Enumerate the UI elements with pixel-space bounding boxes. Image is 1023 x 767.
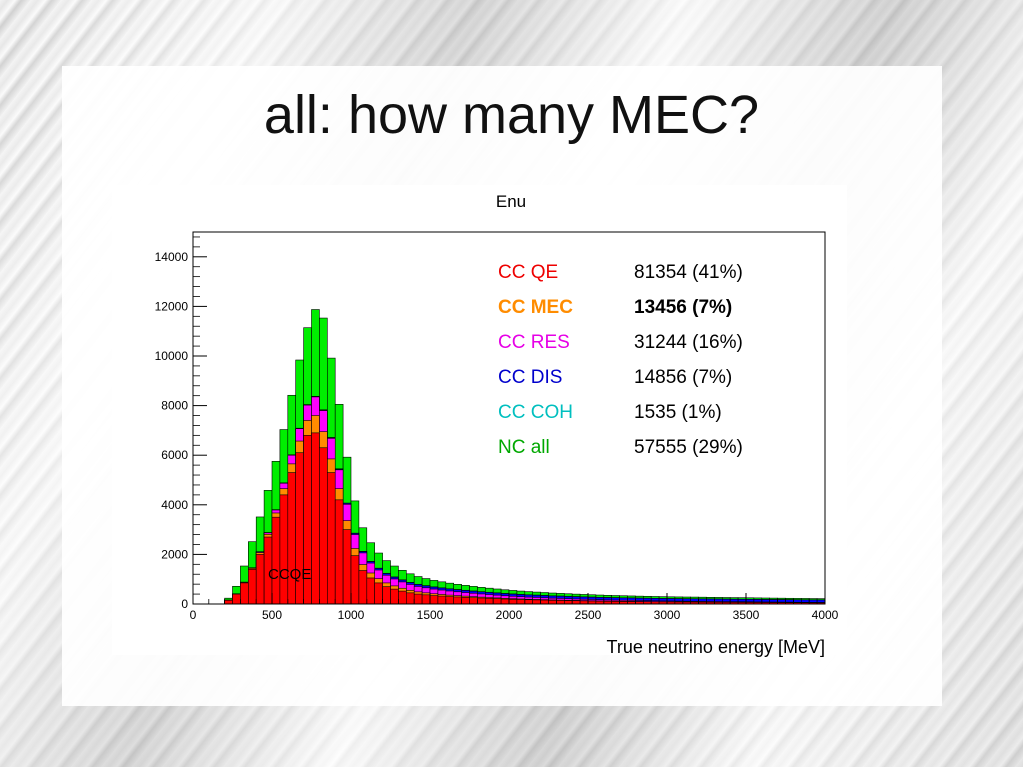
bar	[548, 599, 557, 605]
x-tick-label: 1500	[417, 608, 444, 622]
bar	[319, 447, 328, 605]
y-tick-label: 0	[181, 597, 188, 611]
bar	[477, 597, 486, 605]
x-tick-label: 2500	[575, 608, 602, 622]
y-tick-label: 4000	[161, 498, 188, 512]
bar	[366, 577, 375, 605]
legend-entry: CC DIS 14856 (7%)	[498, 367, 798, 402]
legend-label: NC all	[498, 437, 550, 458]
plot-panel	[112, 185, 847, 655]
legend-entry: CC RES 31244 (16%)	[498, 332, 798, 367]
legend-label: CC RES	[498, 332, 570, 353]
y-tick-label: 8000	[161, 399, 188, 413]
bar	[350, 555, 360, 605]
legend-entry: CC QE 81354 (41%)	[498, 262, 798, 297]
bar	[461, 597, 470, 605]
bar	[556, 600, 565, 605]
bar	[287, 472, 296, 605]
x-tick-label: 3000	[654, 608, 681, 622]
bar	[532, 599, 541, 605]
x-tick-label: 1000	[338, 608, 365, 622]
x-tick-label: 2000	[496, 608, 523, 622]
legend-value: 57555 (29%)	[634, 437, 743, 458]
legend-entry: CC MEC 13456 (7%)	[498, 297, 798, 332]
bar	[484, 598, 494, 605]
bar	[334, 499, 344, 605]
legend-value: 81354 (41%)	[634, 262, 743, 283]
legend-label: CC COH	[498, 402, 573, 423]
series-cc-qe	[224, 432, 826, 605]
bar	[500, 598, 510, 605]
legend-value: 1535 (1%)	[634, 402, 722, 423]
x-axis: 0 500 1000 1500 2000 2500 3000 3500 4000	[190, 593, 839, 622]
bar	[311, 432, 320, 605]
bar	[398, 590, 407, 605]
bar	[390, 588, 399, 605]
legend-entry: CC COH 1535 (1%)	[498, 402, 798, 437]
bar	[469, 597, 478, 605]
bar	[224, 599, 233, 605]
legend-label: CC QE	[498, 262, 559, 283]
bar	[279, 494, 289, 605]
legend-value: 31244 (16%)	[634, 332, 743, 353]
bar	[271, 516, 281, 605]
bar	[429, 595, 439, 605]
y-tick-label: 10000	[155, 349, 189, 363]
y-tick-label: 14000	[155, 250, 189, 264]
bar	[508, 598, 518, 605]
bar	[248, 568, 257, 605]
bar	[358, 570, 368, 605]
slide-title: all: how many MEC?	[263, 85, 760, 145]
bar	[326, 472, 336, 605]
chart-title: Enu	[496, 192, 526, 211]
bar	[413, 593, 423, 605]
x-tick-label: 3500	[733, 608, 760, 622]
bar	[374, 582, 383, 605]
x-tick-label: 4000	[812, 608, 839, 622]
bar	[492, 598, 502, 605]
bar	[437, 595, 447, 605]
x-axis-label: True neutrino energy [MeV]	[607, 637, 825, 657]
bar	[563, 600, 573, 605]
y-tick-label: 6000	[161, 448, 188, 462]
bar	[232, 593, 241, 605]
y-tick-label: 12000	[155, 299, 189, 313]
bar	[421, 594, 431, 605]
bar	[524, 599, 533, 605]
bar	[382, 586, 391, 605]
legend: CC QE 81354 (41%) CC MEC 13456 (7%) CC RES 31…	[498, 262, 798, 472]
legend-label: CC MEC	[498, 297, 573, 318]
bar	[445, 596, 454, 605]
bar	[453, 596, 462, 605]
legend-value: 13456 (7%)	[634, 297, 733, 318]
x-tick-label: 500	[262, 608, 282, 622]
bar	[255, 554, 265, 605]
y-axis: 0 2000 4000 6000 8000 10000 12000 14000	[155, 236, 207, 611]
bar	[540, 599, 549, 605]
bar	[405, 592, 415, 605]
legend-value: 14856 (7%)	[634, 367, 733, 388]
x-tick-label: 0	[190, 608, 197, 622]
bar	[516, 599, 526, 605]
legend-label: CC DIS	[498, 367, 563, 388]
y-tick-label: 2000	[161, 547, 188, 561]
legend-entry: NC all 57555 (29%)	[498, 437, 798, 472]
ccqe-annotation: CCQE	[268, 566, 311, 583]
bar	[342, 529, 352, 605]
bar	[240, 582, 249, 605]
